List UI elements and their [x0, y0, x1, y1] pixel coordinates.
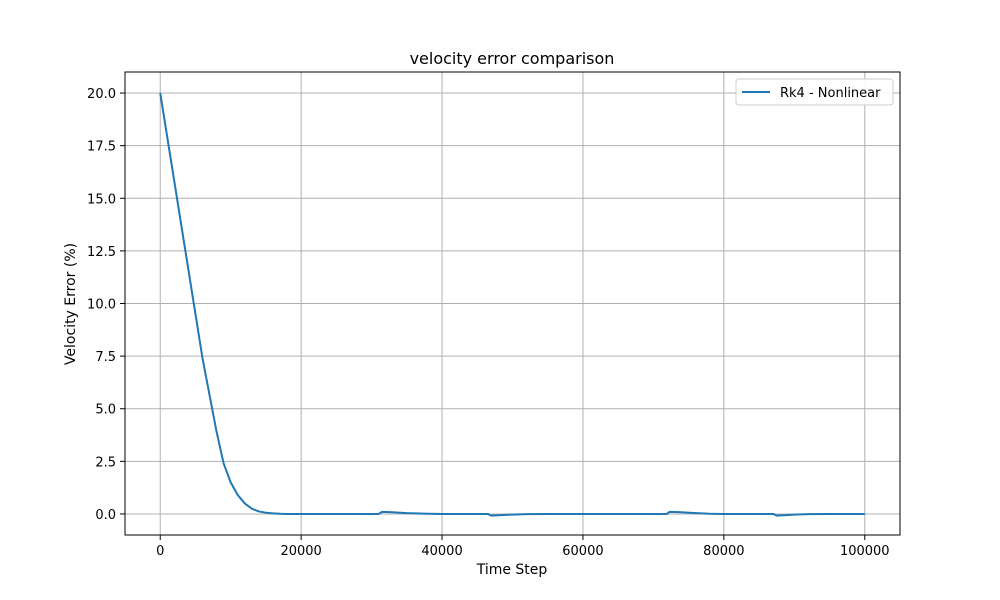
legend-entry-label: Rk4 - Nonlinear [780, 86, 881, 101]
y-tick-label: 7.5 [95, 350, 116, 365]
y-tick-label: 2.5 [95, 455, 116, 470]
legend: Rk4 - Nonlinear [735, 78, 894, 106]
y-tick-label: 0.0 [95, 508, 116, 523]
x-tick-label: 100000 [840, 544, 890, 559]
grid-lines [125, 72, 900, 535]
x-tick-label: 20000 [280, 544, 321, 559]
x-tick-label: 80000 [703, 544, 744, 559]
y-tick-label: 10.0 [87, 298, 116, 313]
y-tick-label: 5.0 [95, 403, 116, 418]
x-axis-label: Time Step [476, 562, 548, 578]
y-axis-ticks: 0.0 2.5 5.0 7.5 10.0 12.5 15.0 17.5 20.0 [87, 87, 125, 523]
legend-frame [735, 78, 894, 106]
chart-title: velocity error comparison [410, 49, 615, 68]
x-tick-label: 60000 [562, 544, 603, 559]
series-line-rk4-nonlinear [159, 92, 865, 517]
y-tick-label: 17.5 [87, 140, 116, 155]
y-tick-label: 15.0 [87, 192, 116, 207]
y-tick-label: 12.5 [87, 245, 116, 260]
y-tick-label: 20.0 [87, 87, 116, 102]
x-axis-ticks: 0 20000 40000 60000 80000 100000 [156, 535, 890, 559]
x-tick-label: 0 [156, 544, 164, 559]
y-axis-label: Velocity Error (%) [63, 243, 79, 365]
x-tick-label: 40000 [421, 544, 462, 559]
